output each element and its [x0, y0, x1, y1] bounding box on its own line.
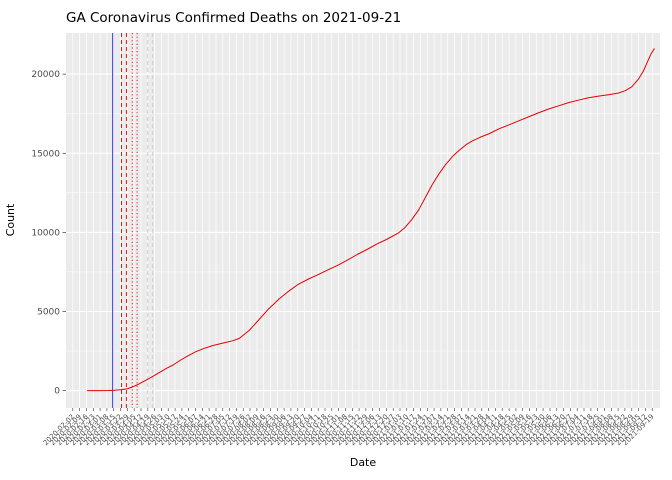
- series-line-confirmed-deaths: [86, 48, 655, 392]
- x-axis-label: Date: [350, 456, 377, 469]
- gridlines-layer: [66, 33, 660, 408]
- axes-layer: 050001000015000200002020-02-022020-02-09…: [31, 70, 655, 447]
- chart-title: GA Coronavirus Confirmed Deaths on 2021-…: [66, 10, 401, 26]
- y-tick-label: 20000: [31, 70, 60, 80]
- series-layer: [86, 48, 655, 392]
- event-vlines-layer: [112, 33, 154, 408]
- plot-panel-layer: [66, 33, 660, 408]
- panel-background: [66, 33, 660, 408]
- y-tick-label: 5000: [37, 308, 60, 318]
- y-tick-label: 10000: [31, 228, 60, 238]
- y-tick-label: 0: [54, 387, 60, 397]
- y-tick-label: 15000: [31, 149, 60, 159]
- y-axis-label: Count: [4, 203, 17, 236]
